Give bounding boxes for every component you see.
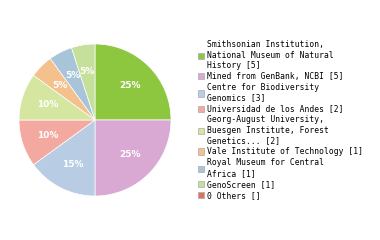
Wedge shape bbox=[71, 44, 95, 120]
Text: 5%: 5% bbox=[65, 72, 80, 80]
Text: 10%: 10% bbox=[37, 131, 59, 140]
Wedge shape bbox=[50, 48, 95, 120]
Wedge shape bbox=[33, 120, 95, 196]
Text: 5%: 5% bbox=[52, 81, 68, 90]
Text: 5%: 5% bbox=[80, 67, 95, 76]
Text: 15%: 15% bbox=[62, 160, 83, 168]
Wedge shape bbox=[19, 120, 95, 165]
Wedge shape bbox=[33, 59, 95, 120]
Wedge shape bbox=[19, 75, 95, 120]
Legend: Smithsonian Institution,
National Museum of Natural
History [5], Mined from GenB: Smithsonian Institution, National Museum… bbox=[198, 40, 363, 200]
Text: 10%: 10% bbox=[37, 100, 59, 109]
Wedge shape bbox=[95, 44, 171, 120]
Text: 25%: 25% bbox=[119, 150, 141, 159]
Wedge shape bbox=[95, 120, 171, 196]
Text: 25%: 25% bbox=[119, 81, 141, 90]
